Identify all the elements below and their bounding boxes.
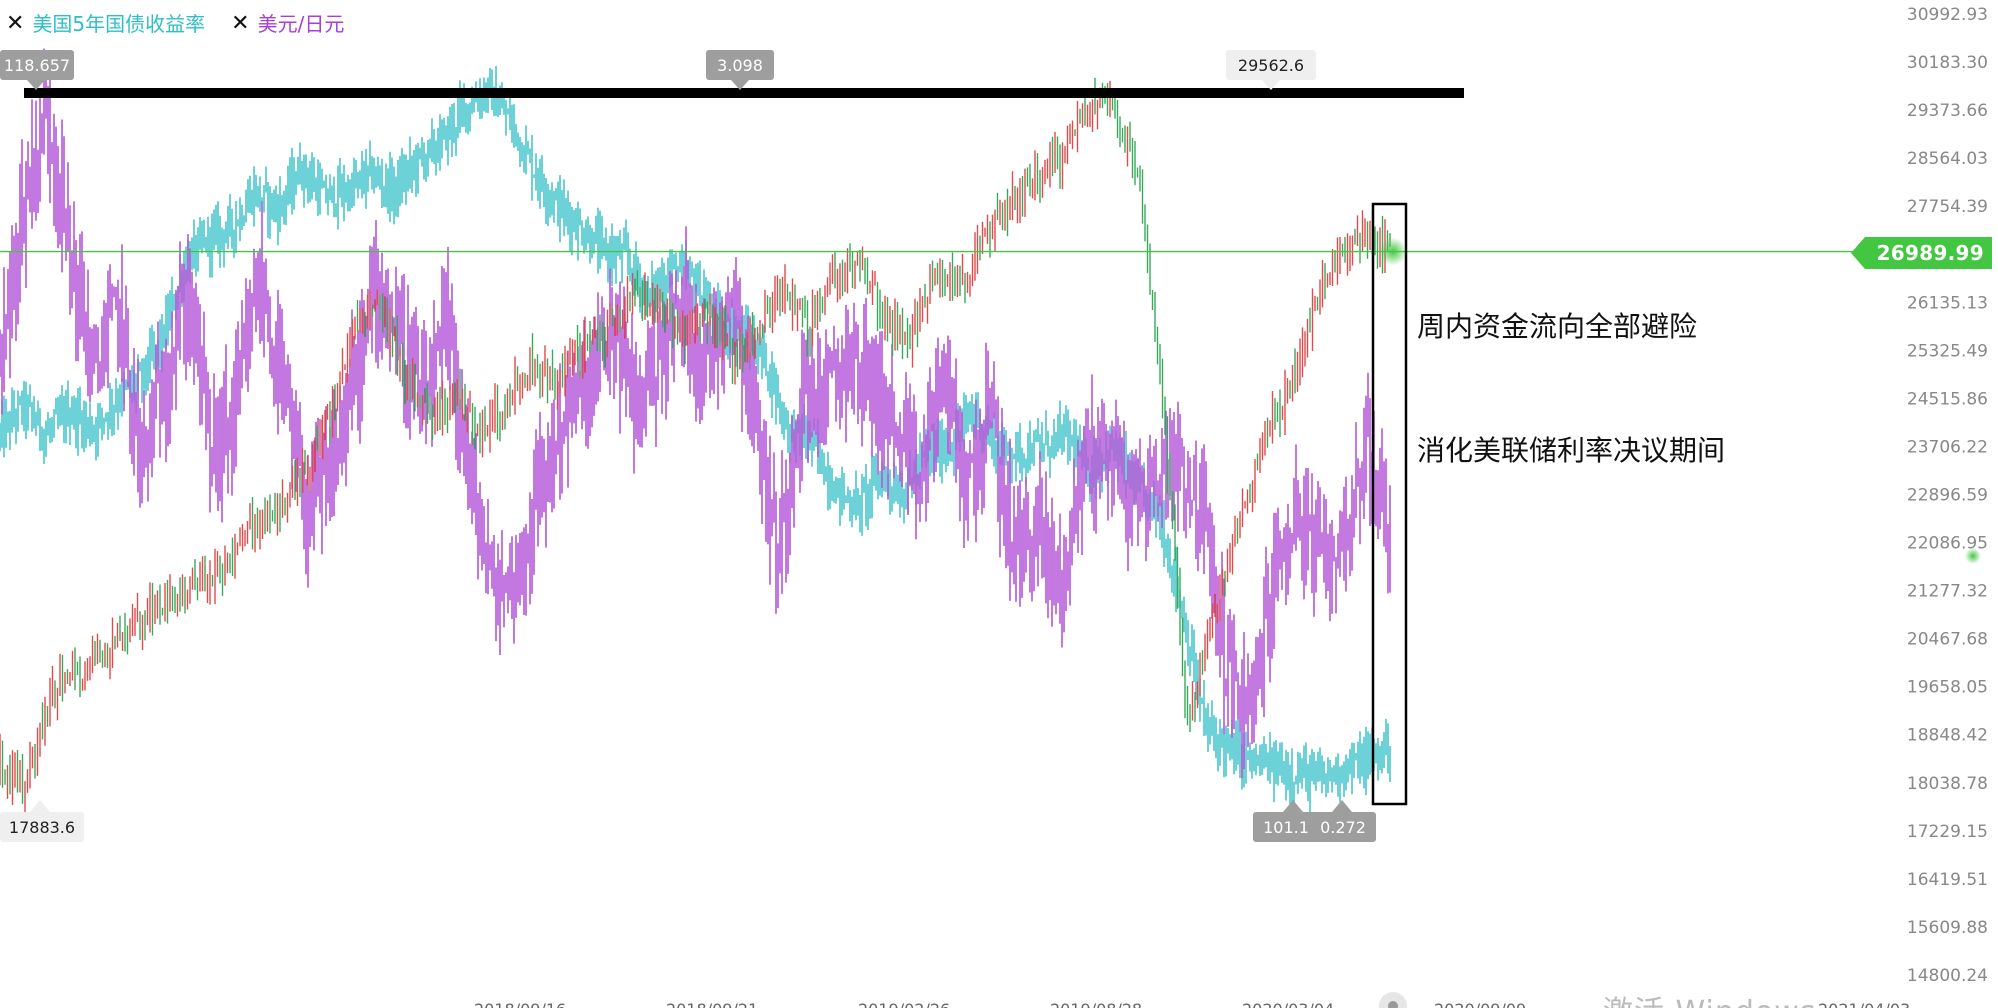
y-tick-label: 14800.24 xyxy=(1907,966,1988,986)
y-tick-label: 30992.93 xyxy=(1907,5,1988,25)
series-candles xyxy=(0,77,1391,814)
value-marker-box xyxy=(706,50,774,80)
current-price-glow xyxy=(1379,237,1407,266)
y-tick-label: 19658.05 xyxy=(1907,678,1988,698)
current-price-tag: 26989.99 xyxy=(1850,237,1992,269)
x-tick-label: 2019/08/28 xyxy=(1050,1000,1142,1008)
value-marker-pointer xyxy=(1262,80,1280,90)
value-marker-label: 3.098 xyxy=(717,56,763,75)
annotation-fed-decision: 消化美联储利率决议期间 xyxy=(1417,434,1726,467)
y-tick-label: 22086.95 xyxy=(1907,534,1988,554)
value-marker-label: 101.1 xyxy=(1263,818,1309,837)
y-tick-label: 18038.78 xyxy=(1907,774,1988,794)
y-tick-label: 25325.49 xyxy=(1907,341,1988,361)
y-tick-label: 23706.22 xyxy=(1907,437,1988,457)
windows-activation-watermark: 激活 Windows xyxy=(1603,987,1816,1008)
y-tick-label: 17229.15 xyxy=(1907,822,1988,842)
y-tick-label: 27754.39 xyxy=(1907,197,1988,217)
value-marker-pointer xyxy=(30,800,50,812)
y-tick-label: 22896.59 xyxy=(1907,485,1988,505)
y-tick-label: 26135.13 xyxy=(1907,293,1988,313)
highlight-box xyxy=(1371,202,1408,806)
series-purple xyxy=(0,48,1391,779)
value-marker-label: 0.272 xyxy=(1320,818,1366,837)
legend: ✕ 美国5年国债收益率 ✕ 美元/日元 xyxy=(6,13,360,35)
y-tick-label: 28564.03 xyxy=(1907,149,1988,169)
value-marker-pointer xyxy=(731,80,749,90)
y-tick-label: 16419.51 xyxy=(1907,870,1988,890)
x-tick-label: 2021/04/03 xyxy=(1818,1000,1910,1008)
close-icon[interactable]: ✕ xyxy=(231,11,250,36)
value-marker-box xyxy=(1253,812,1319,842)
y-tick-label: 20467.68 xyxy=(1907,630,1988,650)
y-tick-label: 21277.32 xyxy=(1907,582,1988,602)
value-marker-label: 118.657 xyxy=(4,56,70,75)
y-tick-label: 15609.88 xyxy=(1907,918,1988,938)
value-marker-pointer xyxy=(1332,800,1352,812)
annotation-safe-haven: 周内资金流向全部避险 xyxy=(1417,310,1698,343)
time-axis-handle[interactable] xyxy=(1379,992,1407,1008)
x-tick-label: 2019/02/26 xyxy=(858,1000,950,1008)
value-marker-box xyxy=(1226,50,1316,80)
legend-label-yield: 美国5年国债收益率 xyxy=(32,12,206,36)
value-marker-label: 17883.6 xyxy=(9,818,75,837)
y-tick-label: 29373.66 xyxy=(1907,101,1988,121)
value-marker-pointer xyxy=(27,80,45,90)
y-tick-label: 30183.30 xyxy=(1907,53,1988,73)
x-tick-label: 2018/09/16 xyxy=(474,1000,566,1008)
y-tick-label: 24515.86 xyxy=(1907,389,1988,409)
legend-label-usdjpy: 美元/日元 xyxy=(257,12,345,36)
value-marker-box xyxy=(1310,812,1376,842)
axis-price-glow xyxy=(1965,548,1981,564)
value-marker-label: 29562.6 xyxy=(1238,56,1304,75)
resistance-bar xyxy=(24,88,1464,98)
x-tick-label: 2020/09/09 xyxy=(1434,1000,1526,1008)
value-marker-box xyxy=(0,50,74,80)
x-tick-label: 2020/03/04 xyxy=(1242,1000,1334,1008)
marker-layer: 118.657 3.098 29562.6 17883.6 101.1 0.272 xyxy=(0,50,1376,842)
y-axis: 30992.93 30183.30 29373.66 28564.03 27754.39… xyxy=(1907,5,1988,986)
y-tick-label: 18848.42 xyxy=(1907,726,1988,746)
overlay-layer xyxy=(0,88,1981,806)
legend-item-usdjpy[interactable]: ✕ 美元/日元 xyxy=(231,13,344,35)
value-marker-pointer xyxy=(1283,800,1303,812)
value-marker-box xyxy=(0,812,84,842)
close-icon[interactable]: ✕ xyxy=(6,11,25,36)
legend-item-yield[interactable]: ✕ 美国5年国债收益率 xyxy=(6,13,205,35)
x-tick-label: 2018/09/21 xyxy=(666,1000,758,1008)
